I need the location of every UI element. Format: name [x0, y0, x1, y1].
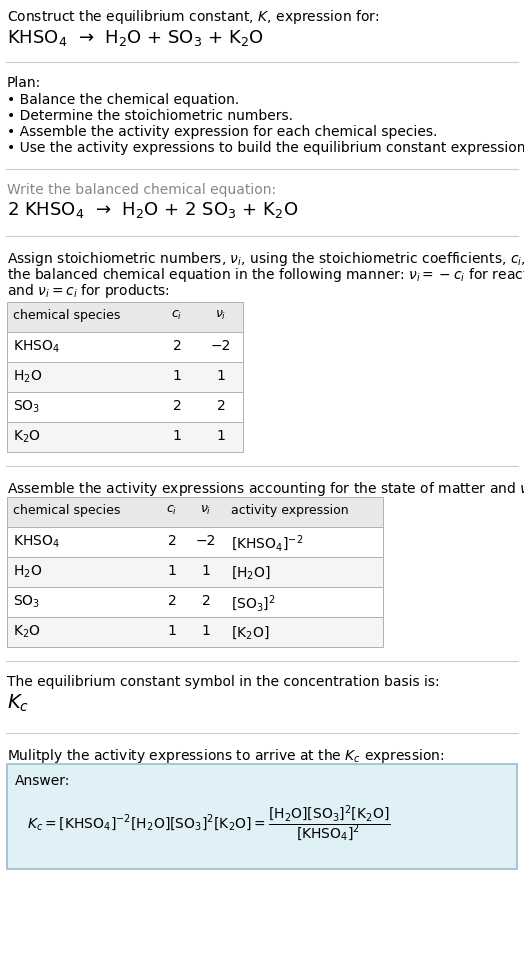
- Text: 2: 2: [168, 534, 177, 548]
- Text: $\nu_i$: $\nu_i$: [200, 504, 212, 517]
- Text: and $\nu_i = c_i$ for products:: and $\nu_i = c_i$ for products:: [7, 282, 170, 300]
- Text: The equilibrium constant symbol in the concentration basis is:: The equilibrium constant symbol in the c…: [7, 675, 440, 689]
- Text: • Balance the chemical equation.: • Balance the chemical equation.: [7, 93, 239, 107]
- Text: KHSO$_4$: KHSO$_4$: [13, 339, 60, 356]
- Text: chemical species: chemical species: [13, 504, 121, 517]
- Text: H$_2$O: H$_2$O: [13, 564, 42, 580]
- Bar: [7, 587, 383, 617]
- Text: 1: 1: [216, 369, 225, 383]
- Text: $K_c$: $K_c$: [7, 693, 29, 714]
- Text: Mulitply the activity expressions to arrive at the $K_c$ expression:: Mulitply the activity expressions to arr…: [7, 747, 444, 765]
- Text: $c_i$: $c_i$: [166, 504, 178, 517]
- Text: $K_c = [\mathrm{KHSO_4}]^{-2}[\mathrm{H_2O}][\mathrm{SO_3}]^2[\mathrm{K_2O}]$$ =: $K_c = [\mathrm{KHSO_4}]^{-2}[\mathrm{H_…: [27, 804, 390, 844]
- Text: 2: 2: [172, 399, 181, 413]
- Bar: [7, 497, 383, 527]
- Text: $\nu_i$: $\nu_i$: [215, 309, 227, 322]
- Text: Assign stoichiometric numbers, $\nu_i$, using the stoichiometric coefficients, $: Assign stoichiometric numbers, $\nu_i$, …: [7, 250, 524, 268]
- Text: 2: 2: [172, 339, 181, 353]
- Text: Write the balanced chemical equation:: Write the balanced chemical equation:: [7, 183, 276, 197]
- Text: [SO$_3$]$^2$: [SO$_3$]$^2$: [231, 594, 276, 615]
- Text: −2: −2: [211, 339, 231, 353]
- Text: −2: −2: [196, 534, 216, 548]
- Bar: [7, 362, 243, 392]
- Text: SO$_3$: SO$_3$: [13, 594, 40, 610]
- Text: 1: 1: [202, 624, 211, 638]
- Text: K$_2$O: K$_2$O: [13, 429, 41, 445]
- Text: Assemble the activity expressions accounting for the state of matter and $\nu_i$: Assemble the activity expressions accoun…: [7, 480, 524, 498]
- Text: [K$_2$O]: [K$_2$O]: [231, 624, 269, 641]
- Text: • Assemble the activity expression for each chemical species.: • Assemble the activity expression for e…: [7, 125, 438, 139]
- Text: 1: 1: [172, 369, 181, 383]
- Text: [H$_2$O]: [H$_2$O]: [231, 564, 270, 581]
- Text: • Use the activity expressions to build the equilibrium constant expression.: • Use the activity expressions to build …: [7, 141, 524, 155]
- Text: 1: 1: [202, 564, 211, 578]
- Text: K$_2$O: K$_2$O: [13, 624, 41, 641]
- Text: • Determine the stoichiometric numbers.: • Determine the stoichiometric numbers.: [7, 109, 293, 123]
- Text: 2: 2: [216, 399, 225, 413]
- Text: 2: 2: [168, 594, 177, 608]
- Text: KHSO$_4$: KHSO$_4$: [13, 534, 60, 550]
- Text: [KHSO$_4$]$^{-2}$: [KHSO$_4$]$^{-2}$: [231, 534, 303, 554]
- Text: 2 KHSO$_4$  →  H$_2$O + 2 SO$_3$ + K$_2$O: 2 KHSO$_4$ → H$_2$O + 2 SO$_3$ + K$_2$O: [7, 200, 298, 220]
- Text: 2: 2: [202, 594, 210, 608]
- Bar: [7, 617, 383, 647]
- Text: Construct the equilibrium constant, $K$, expression for:: Construct the equilibrium constant, $K$,…: [7, 8, 379, 26]
- Text: activity expression: activity expression: [231, 504, 348, 517]
- Text: SO$_3$: SO$_3$: [13, 399, 40, 415]
- Text: Plan:: Plan:: [7, 76, 41, 90]
- Bar: [7, 527, 383, 557]
- Text: $c_i$: $c_i$: [171, 309, 183, 322]
- Text: chemical species: chemical species: [13, 309, 121, 322]
- Bar: [7, 557, 383, 587]
- Text: 1: 1: [168, 564, 177, 578]
- Text: 1: 1: [168, 624, 177, 638]
- Text: the balanced chemical equation in the following manner: $\nu_i = -c_i$ for react: the balanced chemical equation in the fo…: [7, 266, 524, 284]
- Bar: [7, 392, 243, 422]
- Text: 1: 1: [216, 429, 225, 443]
- Bar: [7, 302, 243, 332]
- Bar: [7, 422, 243, 452]
- Text: 1: 1: [172, 429, 181, 443]
- Text: KHSO$_4$  →  H$_2$O + SO$_3$ + K$_2$O: KHSO$_4$ → H$_2$O + SO$_3$ + K$_2$O: [7, 28, 264, 48]
- Text: H$_2$O: H$_2$O: [13, 369, 42, 386]
- Text: Answer:: Answer:: [15, 774, 70, 788]
- Bar: [7, 764, 517, 869]
- Bar: [7, 332, 243, 362]
